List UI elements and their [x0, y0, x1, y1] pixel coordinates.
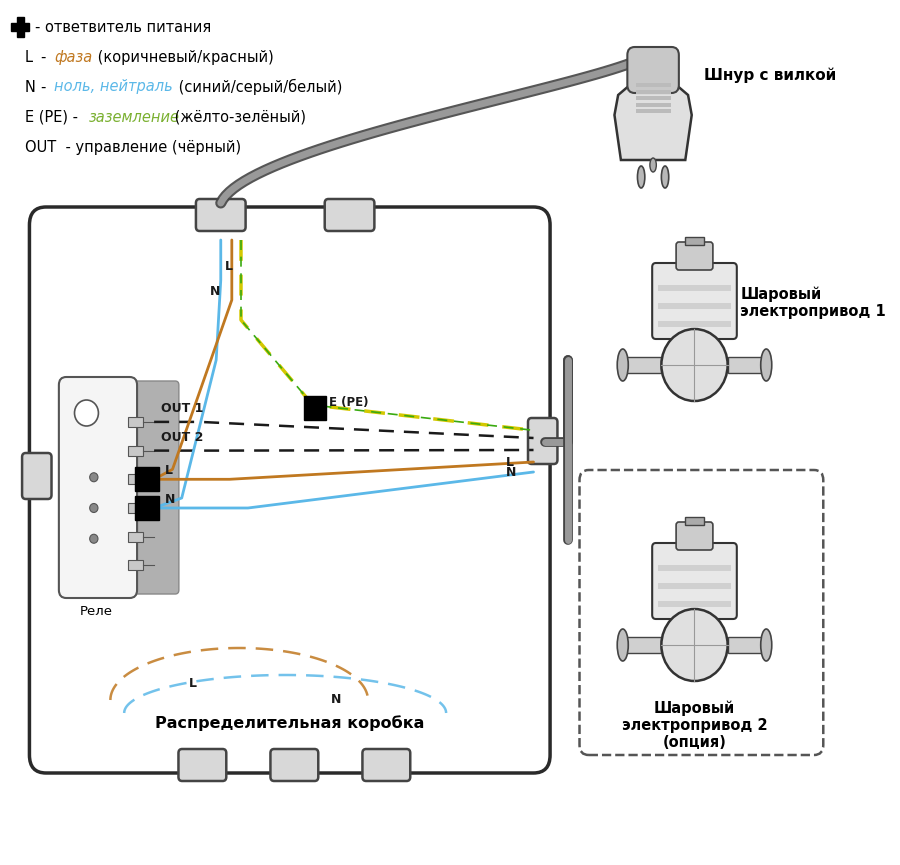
- FancyBboxPatch shape: [22, 453, 51, 499]
- Text: N: N: [331, 693, 341, 706]
- FancyBboxPatch shape: [627, 47, 679, 93]
- Text: OUT 1: OUT 1: [161, 402, 204, 415]
- Text: L: L: [506, 456, 514, 469]
- Text: заземление: заземление: [89, 110, 180, 125]
- Text: (жёлто-зелёный): (жёлто-зелёный): [170, 110, 306, 125]
- Bar: [635, 102, 670, 106]
- Text: E (PE) -: E (PE) -: [25, 110, 83, 125]
- FancyBboxPatch shape: [652, 543, 737, 619]
- Text: L: L: [225, 260, 233, 273]
- Bar: [685, 237, 704, 245]
- Text: OUT 2: OUT 2: [161, 431, 204, 444]
- Bar: [680, 611, 708, 629]
- Text: -: -: [41, 49, 51, 65]
- Bar: [129, 474, 143, 484]
- Text: Шаровый
электропривод 1: Шаровый электропривод 1: [741, 286, 886, 319]
- Bar: [685, 517, 704, 525]
- Text: фаза: фаза: [54, 49, 93, 65]
- Circle shape: [662, 329, 727, 401]
- Bar: [658, 285, 732, 291]
- Bar: [11, 23, 30, 31]
- FancyBboxPatch shape: [325, 199, 374, 231]
- Bar: [129, 503, 143, 513]
- Text: - ответвитель питания: - ответвитель питания: [35, 20, 211, 35]
- Text: N: N: [506, 466, 517, 479]
- FancyBboxPatch shape: [178, 749, 226, 781]
- FancyBboxPatch shape: [363, 749, 410, 781]
- Bar: [129, 532, 143, 541]
- Bar: [635, 83, 670, 87]
- Text: N: N: [210, 285, 220, 298]
- Bar: [623, 357, 662, 373]
- Ellipse shape: [617, 629, 628, 661]
- Text: ноль, нейтраль: ноль, нейтраль: [54, 80, 173, 94]
- Bar: [727, 637, 766, 653]
- Text: (синий/серый/белый): (синий/серый/белый): [174, 79, 342, 95]
- FancyBboxPatch shape: [270, 749, 319, 781]
- Ellipse shape: [760, 349, 772, 381]
- Bar: [658, 565, 732, 571]
- Polygon shape: [615, 77, 692, 160]
- Bar: [623, 637, 662, 653]
- Text: Шнур с вилкой: Шнур с вилкой: [704, 67, 836, 83]
- Bar: [129, 561, 143, 570]
- Circle shape: [90, 503, 98, 512]
- Text: Шаровый
электропривод 2
(опция): Шаровый электропривод 2 (опция): [622, 700, 768, 750]
- Circle shape: [662, 609, 727, 681]
- Text: N: N: [25, 80, 36, 94]
- Text: Распределительная коробка: Распределительная коробка: [155, 715, 425, 731]
- Bar: [635, 96, 670, 100]
- Text: -: -: [41, 80, 51, 94]
- Circle shape: [90, 535, 98, 543]
- FancyBboxPatch shape: [196, 199, 246, 231]
- FancyBboxPatch shape: [528, 418, 557, 464]
- FancyBboxPatch shape: [676, 242, 713, 270]
- Text: L: L: [166, 465, 173, 477]
- Text: Реле: Реле: [79, 605, 112, 618]
- Bar: [658, 303, 732, 309]
- Bar: [129, 417, 143, 427]
- Bar: [303, 396, 326, 420]
- Ellipse shape: [650, 158, 656, 172]
- FancyBboxPatch shape: [121, 381, 179, 594]
- Text: N: N: [166, 493, 176, 506]
- Text: L: L: [25, 49, 32, 65]
- Circle shape: [90, 473, 98, 482]
- FancyBboxPatch shape: [580, 470, 824, 755]
- Bar: [135, 467, 158, 491]
- Bar: [16, 17, 24, 37]
- Text: (коричневый/красный): (коричневый/красный): [93, 49, 274, 65]
- Bar: [129, 445, 143, 456]
- Bar: [658, 583, 732, 589]
- FancyBboxPatch shape: [676, 522, 713, 550]
- Bar: [727, 357, 766, 373]
- Bar: [680, 331, 708, 349]
- Ellipse shape: [617, 349, 628, 381]
- Bar: [658, 601, 732, 607]
- Ellipse shape: [662, 166, 669, 188]
- Ellipse shape: [637, 166, 644, 188]
- Ellipse shape: [760, 629, 772, 661]
- Bar: [658, 321, 732, 327]
- Text: E (PE): E (PE): [329, 395, 369, 408]
- Bar: [635, 89, 670, 93]
- Text: OUT  - управление (чёрный): OUT - управление (чёрный): [25, 139, 241, 155]
- Circle shape: [75, 400, 98, 426]
- FancyBboxPatch shape: [652, 263, 737, 339]
- Text: L: L: [189, 677, 196, 690]
- FancyBboxPatch shape: [58, 377, 137, 598]
- FancyBboxPatch shape: [30, 207, 550, 773]
- Bar: [635, 109, 670, 113]
- Bar: [135, 496, 158, 520]
